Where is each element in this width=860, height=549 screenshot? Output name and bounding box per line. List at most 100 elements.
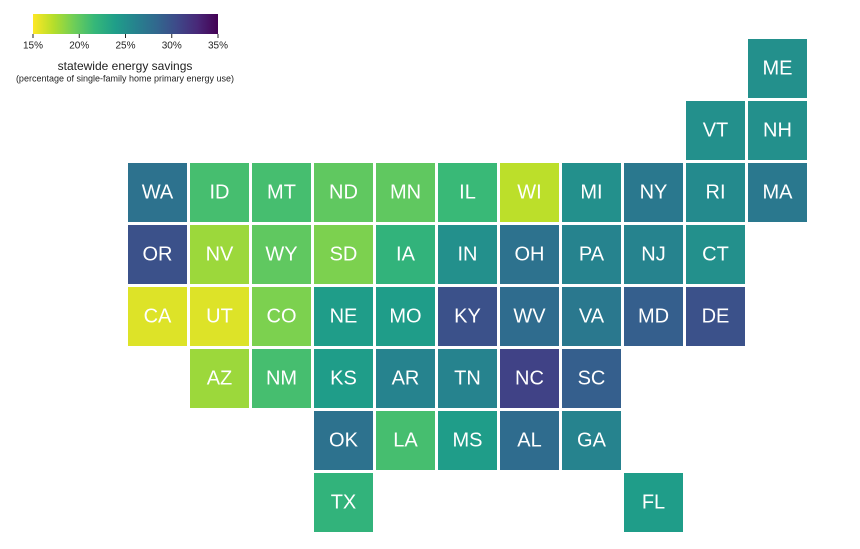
state-label: NE (330, 305, 358, 327)
state-label: IL (459, 181, 476, 203)
state-label: NV (206, 243, 234, 265)
state-tile (128, 225, 187, 284)
state-tile (438, 349, 497, 408)
state-label: LA (393, 429, 418, 451)
state-tile (562, 287, 621, 346)
legend-subtitle: (percentage of single-family home primar… (16, 73, 234, 83)
state-tile (252, 287, 311, 346)
state-tile (624, 473, 683, 532)
state-tile (562, 349, 621, 408)
state-label: TX (331, 491, 357, 513)
state-label: NY (640, 181, 668, 203)
state-tile (500, 163, 559, 222)
state-label: KS (330, 367, 357, 389)
state-tile (252, 349, 311, 408)
state-tile (748, 163, 807, 222)
state-tile (748, 39, 807, 98)
state-label: NJ (641, 243, 665, 265)
state-label: NC (515, 367, 544, 389)
state-label: KY (454, 305, 481, 327)
state-tile (438, 411, 497, 470)
state-label: WY (265, 243, 297, 265)
state-label: OR (143, 243, 173, 265)
state-label: ID (210, 181, 230, 203)
state-tile (438, 163, 497, 222)
state-tile (128, 163, 187, 222)
state-label: TN (454, 367, 481, 389)
legend-title: statewide energy savings (58, 59, 193, 73)
state-label: GA (577, 429, 607, 451)
state-tile (438, 287, 497, 346)
state-label: WV (513, 305, 546, 327)
state-label: UT (206, 305, 233, 327)
state-tile (624, 163, 683, 222)
state-tile (624, 287, 683, 346)
state-label: CA (144, 305, 172, 327)
state-label: OK (329, 429, 359, 451)
state-label: MS (453, 429, 483, 451)
state-label: ME (763, 57, 793, 79)
state-label: MD (638, 305, 669, 327)
state-label: SD (330, 243, 358, 265)
state-label: OH (515, 243, 545, 265)
state-tile (500, 349, 559, 408)
state-label: VA (579, 305, 605, 327)
state-tile (190, 349, 249, 408)
state-label: MT (267, 181, 296, 203)
state-tile (190, 163, 249, 222)
state-tile (314, 473, 373, 532)
state-label: IA (396, 243, 416, 265)
state-label: DE (702, 305, 730, 327)
state-label: VT (703, 119, 729, 141)
colorbar-tick-label: 30% (162, 41, 182, 52)
state-label: MI (580, 181, 602, 203)
state-tile (252, 225, 311, 284)
state-tile (376, 411, 435, 470)
state-tile (500, 411, 559, 470)
state-tile (314, 411, 373, 470)
state-label: IN (458, 243, 478, 265)
state-tile (190, 225, 249, 284)
state-label: NH (763, 119, 792, 141)
colorbar-tick-label: 35% (208, 41, 228, 52)
state-label: MO (389, 305, 421, 327)
state-tile (376, 225, 435, 284)
state-tile (500, 225, 559, 284)
state-label: AL (517, 429, 541, 451)
state-label: FL (642, 491, 665, 513)
state-tile (252, 163, 311, 222)
state-label: MN (390, 181, 421, 203)
state-tile (624, 225, 683, 284)
state-label: PA (579, 243, 605, 265)
state-tile (314, 287, 373, 346)
state-tile (376, 163, 435, 222)
state-label: WA (142, 181, 174, 203)
state-tile (686, 225, 745, 284)
state-label: AR (392, 367, 420, 389)
state-tile (314, 163, 373, 222)
state-tile (686, 163, 745, 222)
state-label: ND (329, 181, 358, 203)
state-tile (686, 287, 745, 346)
state-tile (562, 163, 621, 222)
state-tile (376, 349, 435, 408)
colorbar (33, 14, 218, 34)
state-tile (314, 225, 373, 284)
state-tile (438, 225, 497, 284)
state-label: CO (267, 305, 297, 327)
state-tile (562, 411, 621, 470)
state-tile (376, 287, 435, 346)
state-tile (686, 101, 745, 160)
state-label: AZ (207, 367, 233, 389)
state-tile (562, 225, 621, 284)
state-tile (500, 287, 559, 346)
state-label: SC (578, 367, 606, 389)
colorbar-tick-label: 25% (115, 41, 135, 52)
colorbar-tick-label: 20% (69, 41, 89, 52)
state-label: NM (266, 367, 297, 389)
state-tile (314, 349, 373, 408)
state-tile (748, 101, 807, 160)
state-label: MA (763, 181, 794, 203)
state-label: WI (517, 181, 541, 203)
